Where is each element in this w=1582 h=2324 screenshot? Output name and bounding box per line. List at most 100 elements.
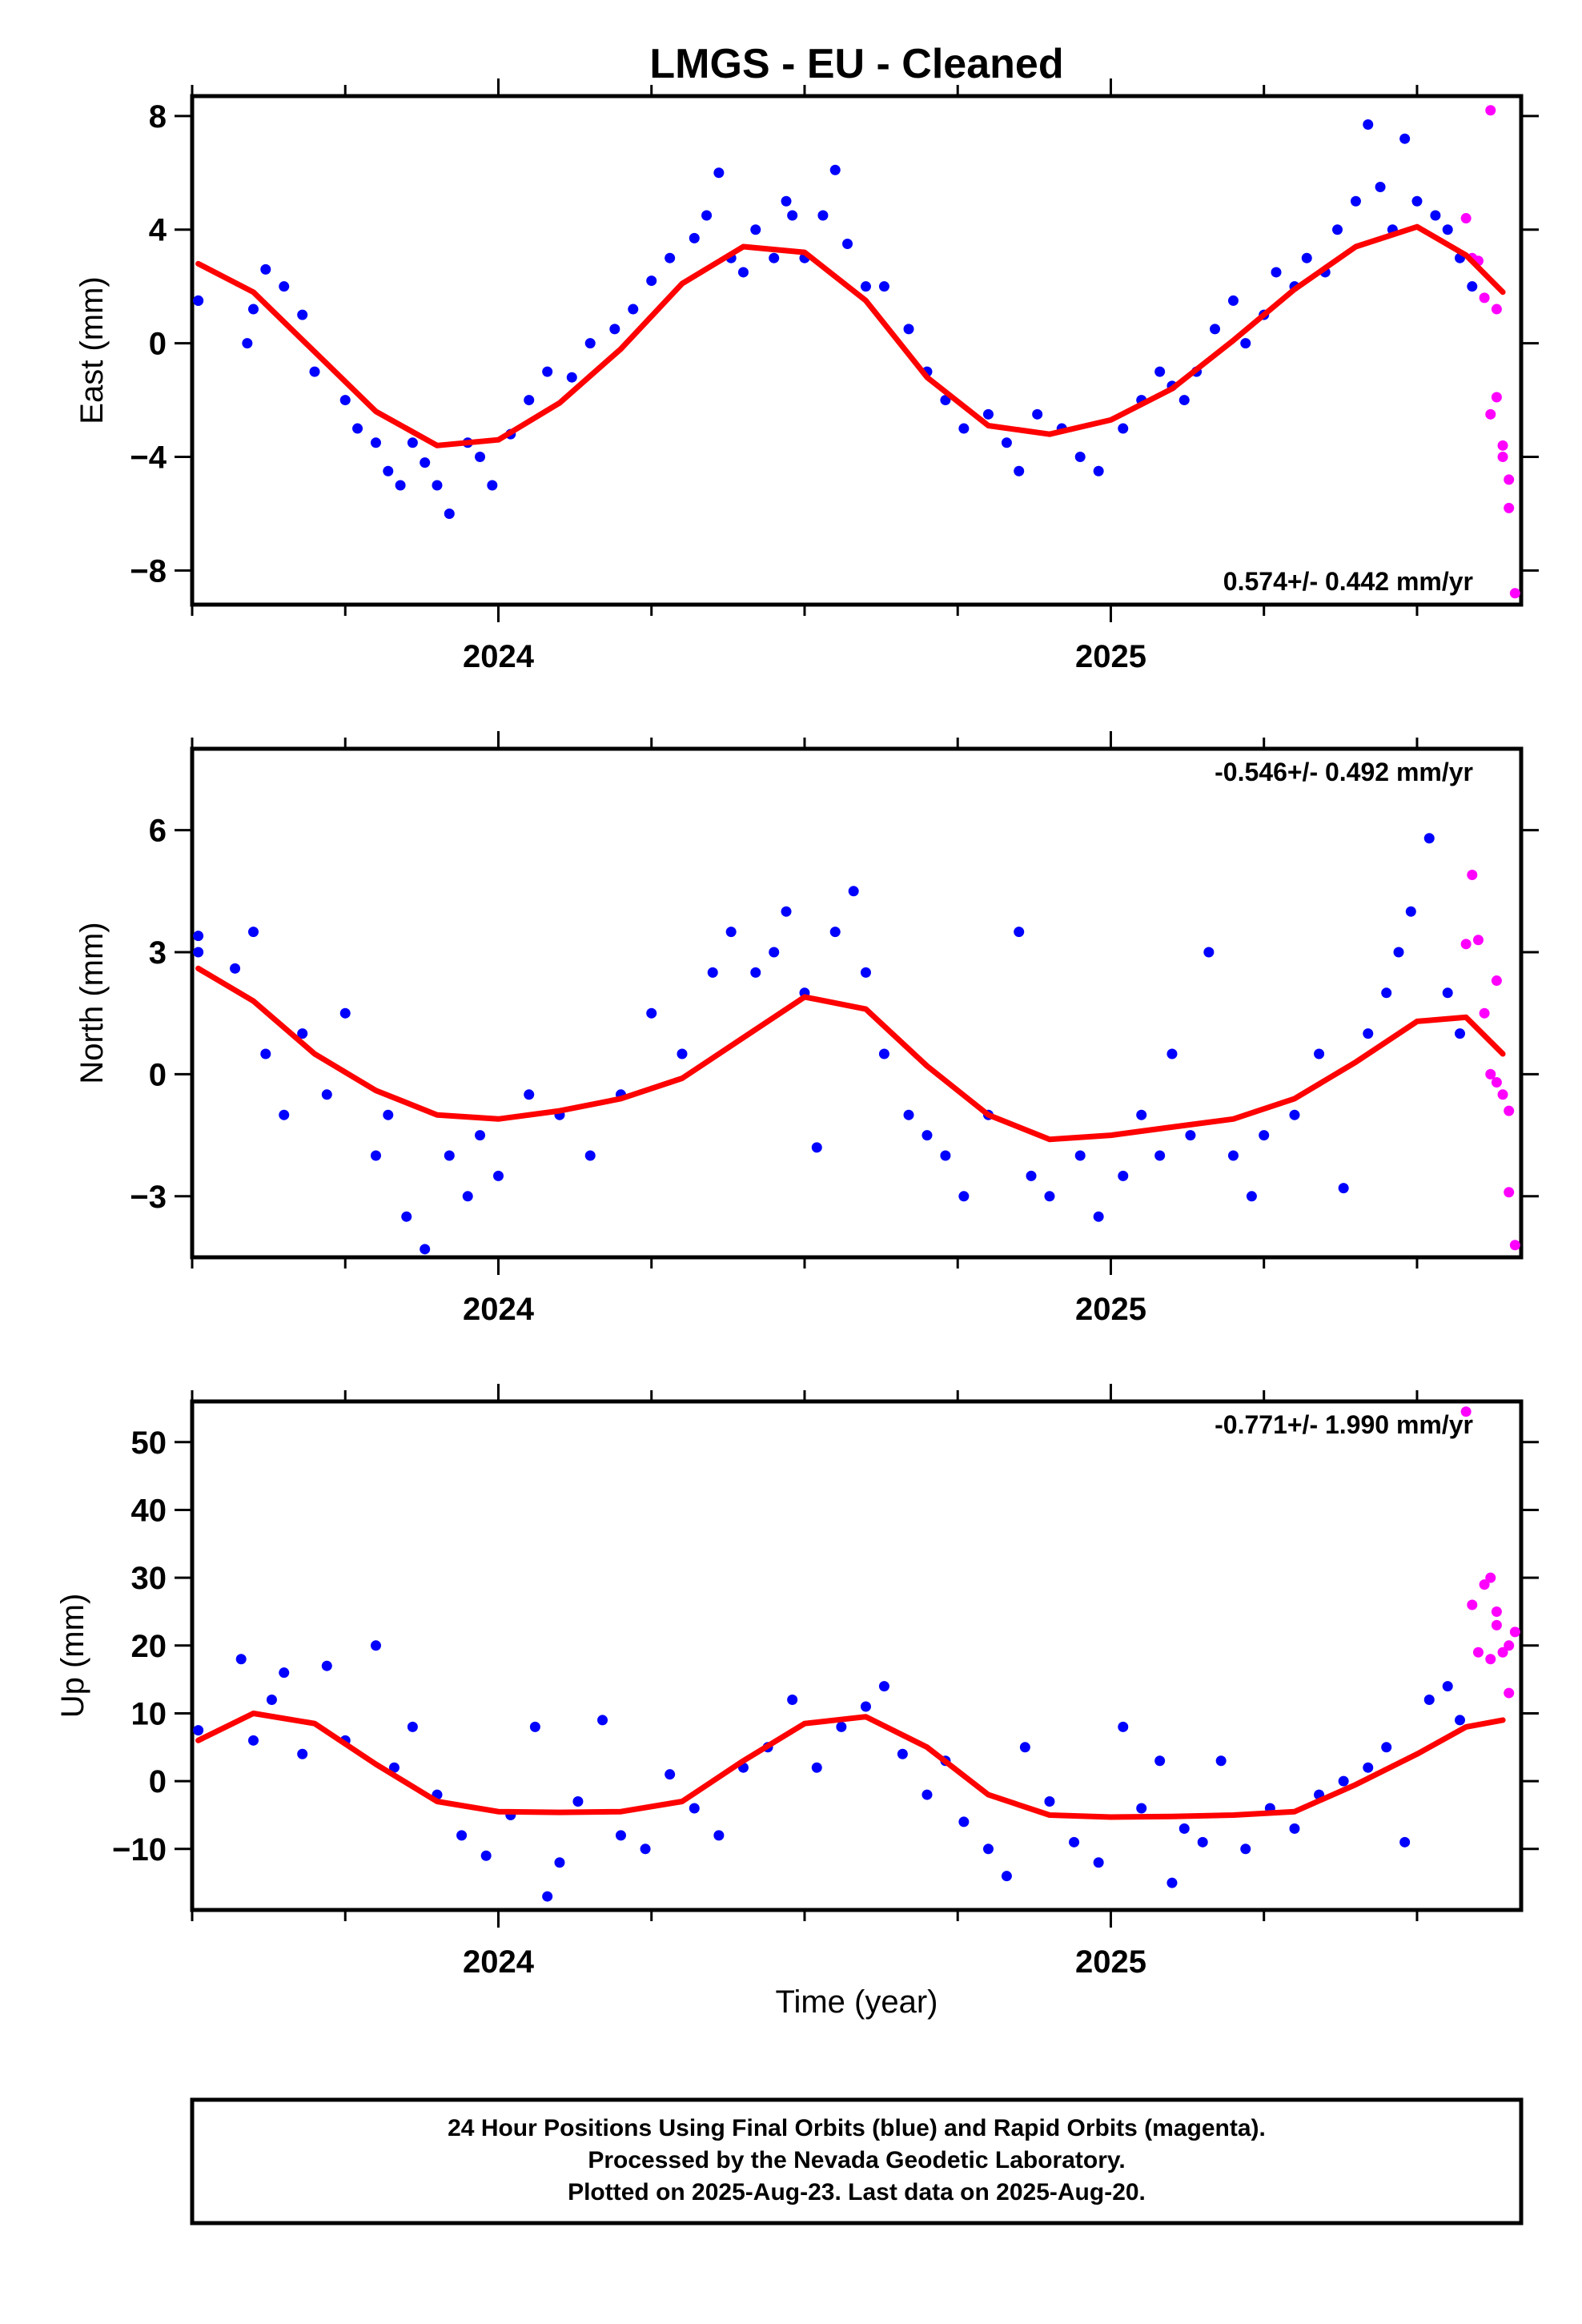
final-orbit-point (921, 1789, 933, 1800)
final-orbit-point (713, 1830, 725, 1841)
final-orbit-point (235, 1654, 247, 1665)
final-orbit-point (982, 1844, 994, 1855)
final-orbit-point (1032, 408, 1043, 420)
final-orbit-point (1014, 927, 1025, 938)
final-orbit-point (297, 1748, 308, 1759)
final-orbit-point (1026, 1170, 1037, 1181)
final-orbit-point (487, 480, 498, 491)
y-axis-label: Up (mm) (55, 1594, 90, 1719)
rapid-orbit-point (1479, 1579, 1490, 1590)
rapid-orbit-point (1491, 304, 1502, 315)
y-tick-label: 0 (149, 1057, 167, 1092)
y-tick-label: 50 (131, 1425, 167, 1461)
rapid-orbit-point (1472, 935, 1484, 946)
rapid-orbit-point (1467, 869, 1478, 880)
plot-frame (190, 746, 1524, 1260)
rapid-orbit-point (1497, 1647, 1508, 1658)
final-orbit-point (395, 480, 406, 491)
rapid-orbit-point (1491, 1606, 1502, 1617)
final-orbit-point (475, 1130, 486, 1141)
final-orbit-point (1074, 1150, 1086, 1161)
rapid-orbit-point (1485, 1572, 1496, 1583)
final-orbit-point (640, 1844, 651, 1855)
rate-annotation: -0.771+/- 1.990 mm/yr (1215, 1410, 1473, 1439)
final-orbit-point (584, 338, 596, 349)
fit-curve (195, 223, 1506, 448)
y-tick-label: 4 (149, 213, 167, 248)
final-orbit-point (1093, 1857, 1104, 1868)
final-orbit-point (407, 437, 418, 448)
y-axis-label: East (mm) (74, 276, 110, 424)
final-orbit-point (321, 1089, 332, 1100)
x-tick-label: 2025 (1075, 1292, 1146, 1327)
final-orbit-point (750, 224, 761, 235)
rapid-orbit-point (1509, 1240, 1520, 1251)
final-orbit-point (1001, 1871, 1012, 1882)
final-orbit-point (432, 480, 443, 491)
y-tick-label: 6 (149, 814, 167, 849)
x-tick-label: 2025 (1075, 639, 1146, 674)
final-orbit-point (1338, 1183, 1349, 1194)
final-orbit-point (1093, 1211, 1104, 1222)
final-orbit-point (247, 927, 259, 938)
final-orbit-point (836, 1721, 847, 1732)
final-orbit-point (903, 324, 914, 335)
final-orbit-point (1227, 295, 1239, 306)
final-orbit-point (1118, 1721, 1129, 1732)
final-orbit-point (811, 1762, 822, 1773)
final-orbit-point (1399, 133, 1411, 144)
final-orbit-point (370, 437, 381, 448)
final-orbit-point (529, 1721, 540, 1732)
final-orbit-point (1154, 1150, 1166, 1161)
rate-annotation: -0.546+/- 0.492 mm/yr (1215, 758, 1473, 786)
final-orbit-point (860, 1701, 871, 1712)
final-orbit-point (1166, 1877, 1178, 1888)
final-orbit-point (1044, 1191, 1055, 1202)
final-orbit-point (829, 927, 841, 938)
final-orbit-point (1442, 224, 1453, 235)
final-orbit-point (1197, 1836, 1208, 1848)
final-orbit-point (242, 338, 253, 349)
final-orbit-point (475, 452, 486, 463)
final-orbit-point (297, 309, 308, 320)
final-orbit-point (1442, 1681, 1453, 1692)
final-orbit-point (958, 1191, 970, 1202)
final-orbit-point (266, 1695, 277, 1706)
final-orbit-point (1455, 1715, 1466, 1726)
y-tick-label: 8 (149, 99, 167, 135)
final-orbit-point (456, 1830, 468, 1841)
y-tick-label: 30 (131, 1561, 167, 1596)
final-orbit-point (897, 1748, 908, 1759)
final-orbit-point (1001, 437, 1012, 448)
rapid-orbit-point (1460, 939, 1472, 950)
final-orbit-point (1455, 1028, 1466, 1039)
x-axis-label: Time (year) (776, 1984, 938, 2020)
final-orbit-point (1350, 195, 1361, 207)
rapid-orbit-point (1504, 1187, 1515, 1198)
final-orbit-point (1259, 1130, 1270, 1141)
final-orbit-point (713, 167, 725, 179)
y-tick-label: 0 (149, 1764, 167, 1799)
north-panel: 2024 2025 6 3 0 −3 North (mm) -0.546+/- 0.492 m… (74, 731, 1539, 1327)
final-orbit-point (572, 1796, 584, 1807)
final-orbit-point (260, 263, 271, 275)
final-orbit-point (1154, 1755, 1166, 1767)
x-tick-label: 2024 (463, 639, 535, 674)
final-orbit-point (444, 1150, 455, 1161)
rapid-orbit-point (1497, 440, 1508, 451)
final-orbit-point (352, 423, 363, 434)
final-orbit-point (370, 1150, 381, 1161)
final-orbit-point (388, 1762, 400, 1773)
final-orbit-point (309, 366, 320, 377)
final-orbit-point (1215, 1755, 1227, 1767)
rapid-orbit-point (1479, 1007, 1490, 1019)
final-orbit-point (321, 1660, 332, 1671)
final-orbit-point (247, 1735, 259, 1746)
final-orbit-point (420, 457, 431, 468)
final-orbit-point (1069, 1836, 1080, 1848)
final-orbit-point (811, 1142, 822, 1153)
footer-line-1: 24 Hour Positions Using Final Orbits (bl… (448, 2115, 1266, 2141)
final-orbit-point (1074, 452, 1086, 463)
final-orbit-point (769, 252, 780, 263)
